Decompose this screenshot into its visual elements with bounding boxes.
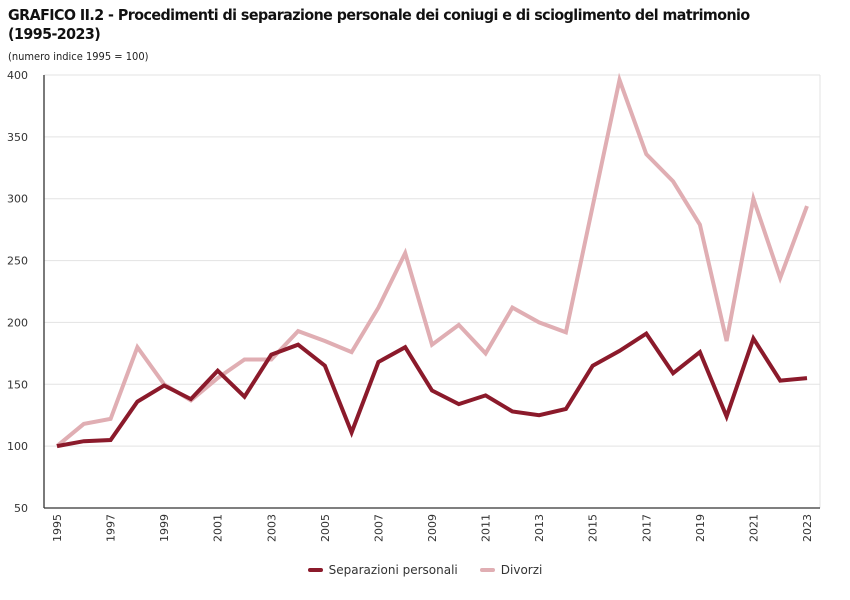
legend-label-divorzi: Divorzi [500,563,543,577]
x-tick-label: 1999 [158,514,171,542]
x-tick-label: 2005 [319,514,332,542]
x-tick-label: 2021 [747,514,760,542]
legend-swatch-separazioni [307,568,323,572]
y-tick-label: 200 [7,316,28,329]
x-tick-label: 2009 [426,514,439,542]
legend-item-separazioni[interactable]: Separazioni personali [307,563,458,577]
x-tick-label: 2013 [533,514,546,542]
y-axis-ticks: 50 100 150 200 250 300 350 400 [7,69,28,515]
x-tick-label: 2015 [587,514,600,542]
y-tick-label: 250 [7,255,28,268]
legend-swatch-divorzi [479,568,495,572]
y-tick-label: 350 [7,131,28,144]
x-tick-label: 1997 [105,514,118,542]
x-tick-label: 2019 [694,514,707,542]
series-line-separazioni [56,330,808,449]
x-tick-label: 2017 [640,514,653,542]
y-tick-label: 50 [14,502,28,515]
x-axis-ticks: 1995 1997 1999 2001 2003 2005 2007 2009 2011 2013… [51,514,814,542]
x-tick-label: 2007 [372,514,385,542]
series-lines [55,72,809,449]
x-tick-label: 2001 [212,514,225,542]
x-tick-label: 2003 [265,514,278,542]
legend: Separazioni personali Divorzi [0,563,850,577]
x-tick-label: 1995 [51,514,64,542]
y-tick-label: 150 [7,378,28,391]
y-tick-label: 300 [7,193,28,206]
legend-item-divorzi[interactable]: Divorzi [479,563,543,577]
chart-subtitle: (numero indice 1995 = 100) [8,50,149,63]
chart-title: GRAFICO II.2 - Procedimenti di separazio… [8,6,750,43]
y-tick-label: 400 [7,69,28,82]
gridlines [44,74,821,508]
x-tick-label: 2011 [480,514,493,542]
x-tick-label: 2023 [801,514,814,542]
legend-label-separazioni: Separazioni personali [328,563,458,577]
y-tick-label: 100 [7,440,28,453]
